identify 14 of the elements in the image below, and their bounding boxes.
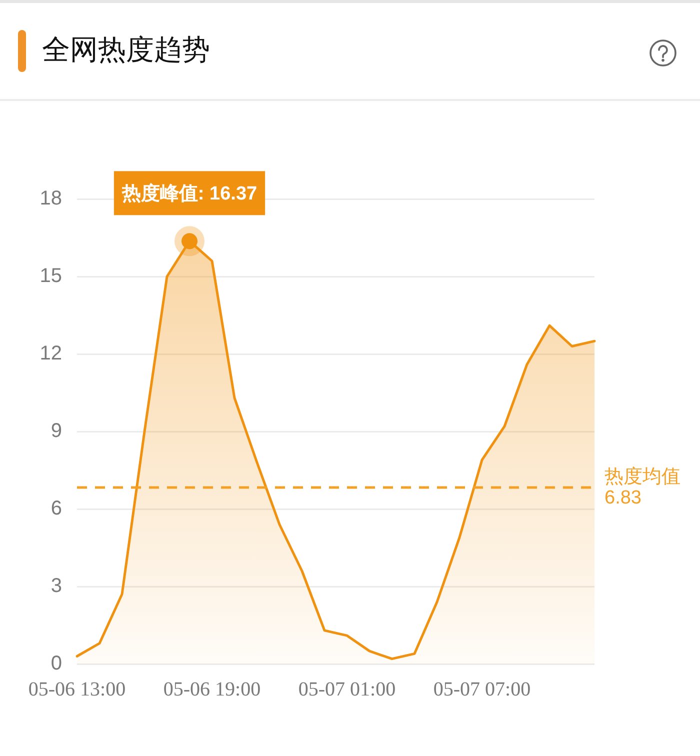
x-tick-label: 05-06 19:00 [163, 678, 261, 700]
x-tick-label: 05-07 07:00 [433, 678, 531, 700]
y-tick-label: 18 [40, 188, 62, 210]
y-tick-label: 15 [40, 265, 62, 288]
annotation: 热度峰值: 16.37 [120, 182, 258, 204]
chart-title: 全网热度趋势 [42, 33, 210, 67]
x-tick-label: 05-06 13:00 [28, 678, 126, 700]
x-tick-label: 05-07 01:00 [298, 678, 396, 700]
y-tick-label: 0 [50, 652, 62, 675]
y-tick-label: 12 [40, 342, 62, 365]
y-tick-label: 9 [50, 420, 62, 442]
y-tick-label: 3 [50, 575, 62, 598]
y-tick-label: 6 [50, 498, 62, 520]
ref-line-label: 热度均值 6.83 [604, 465, 680, 508]
